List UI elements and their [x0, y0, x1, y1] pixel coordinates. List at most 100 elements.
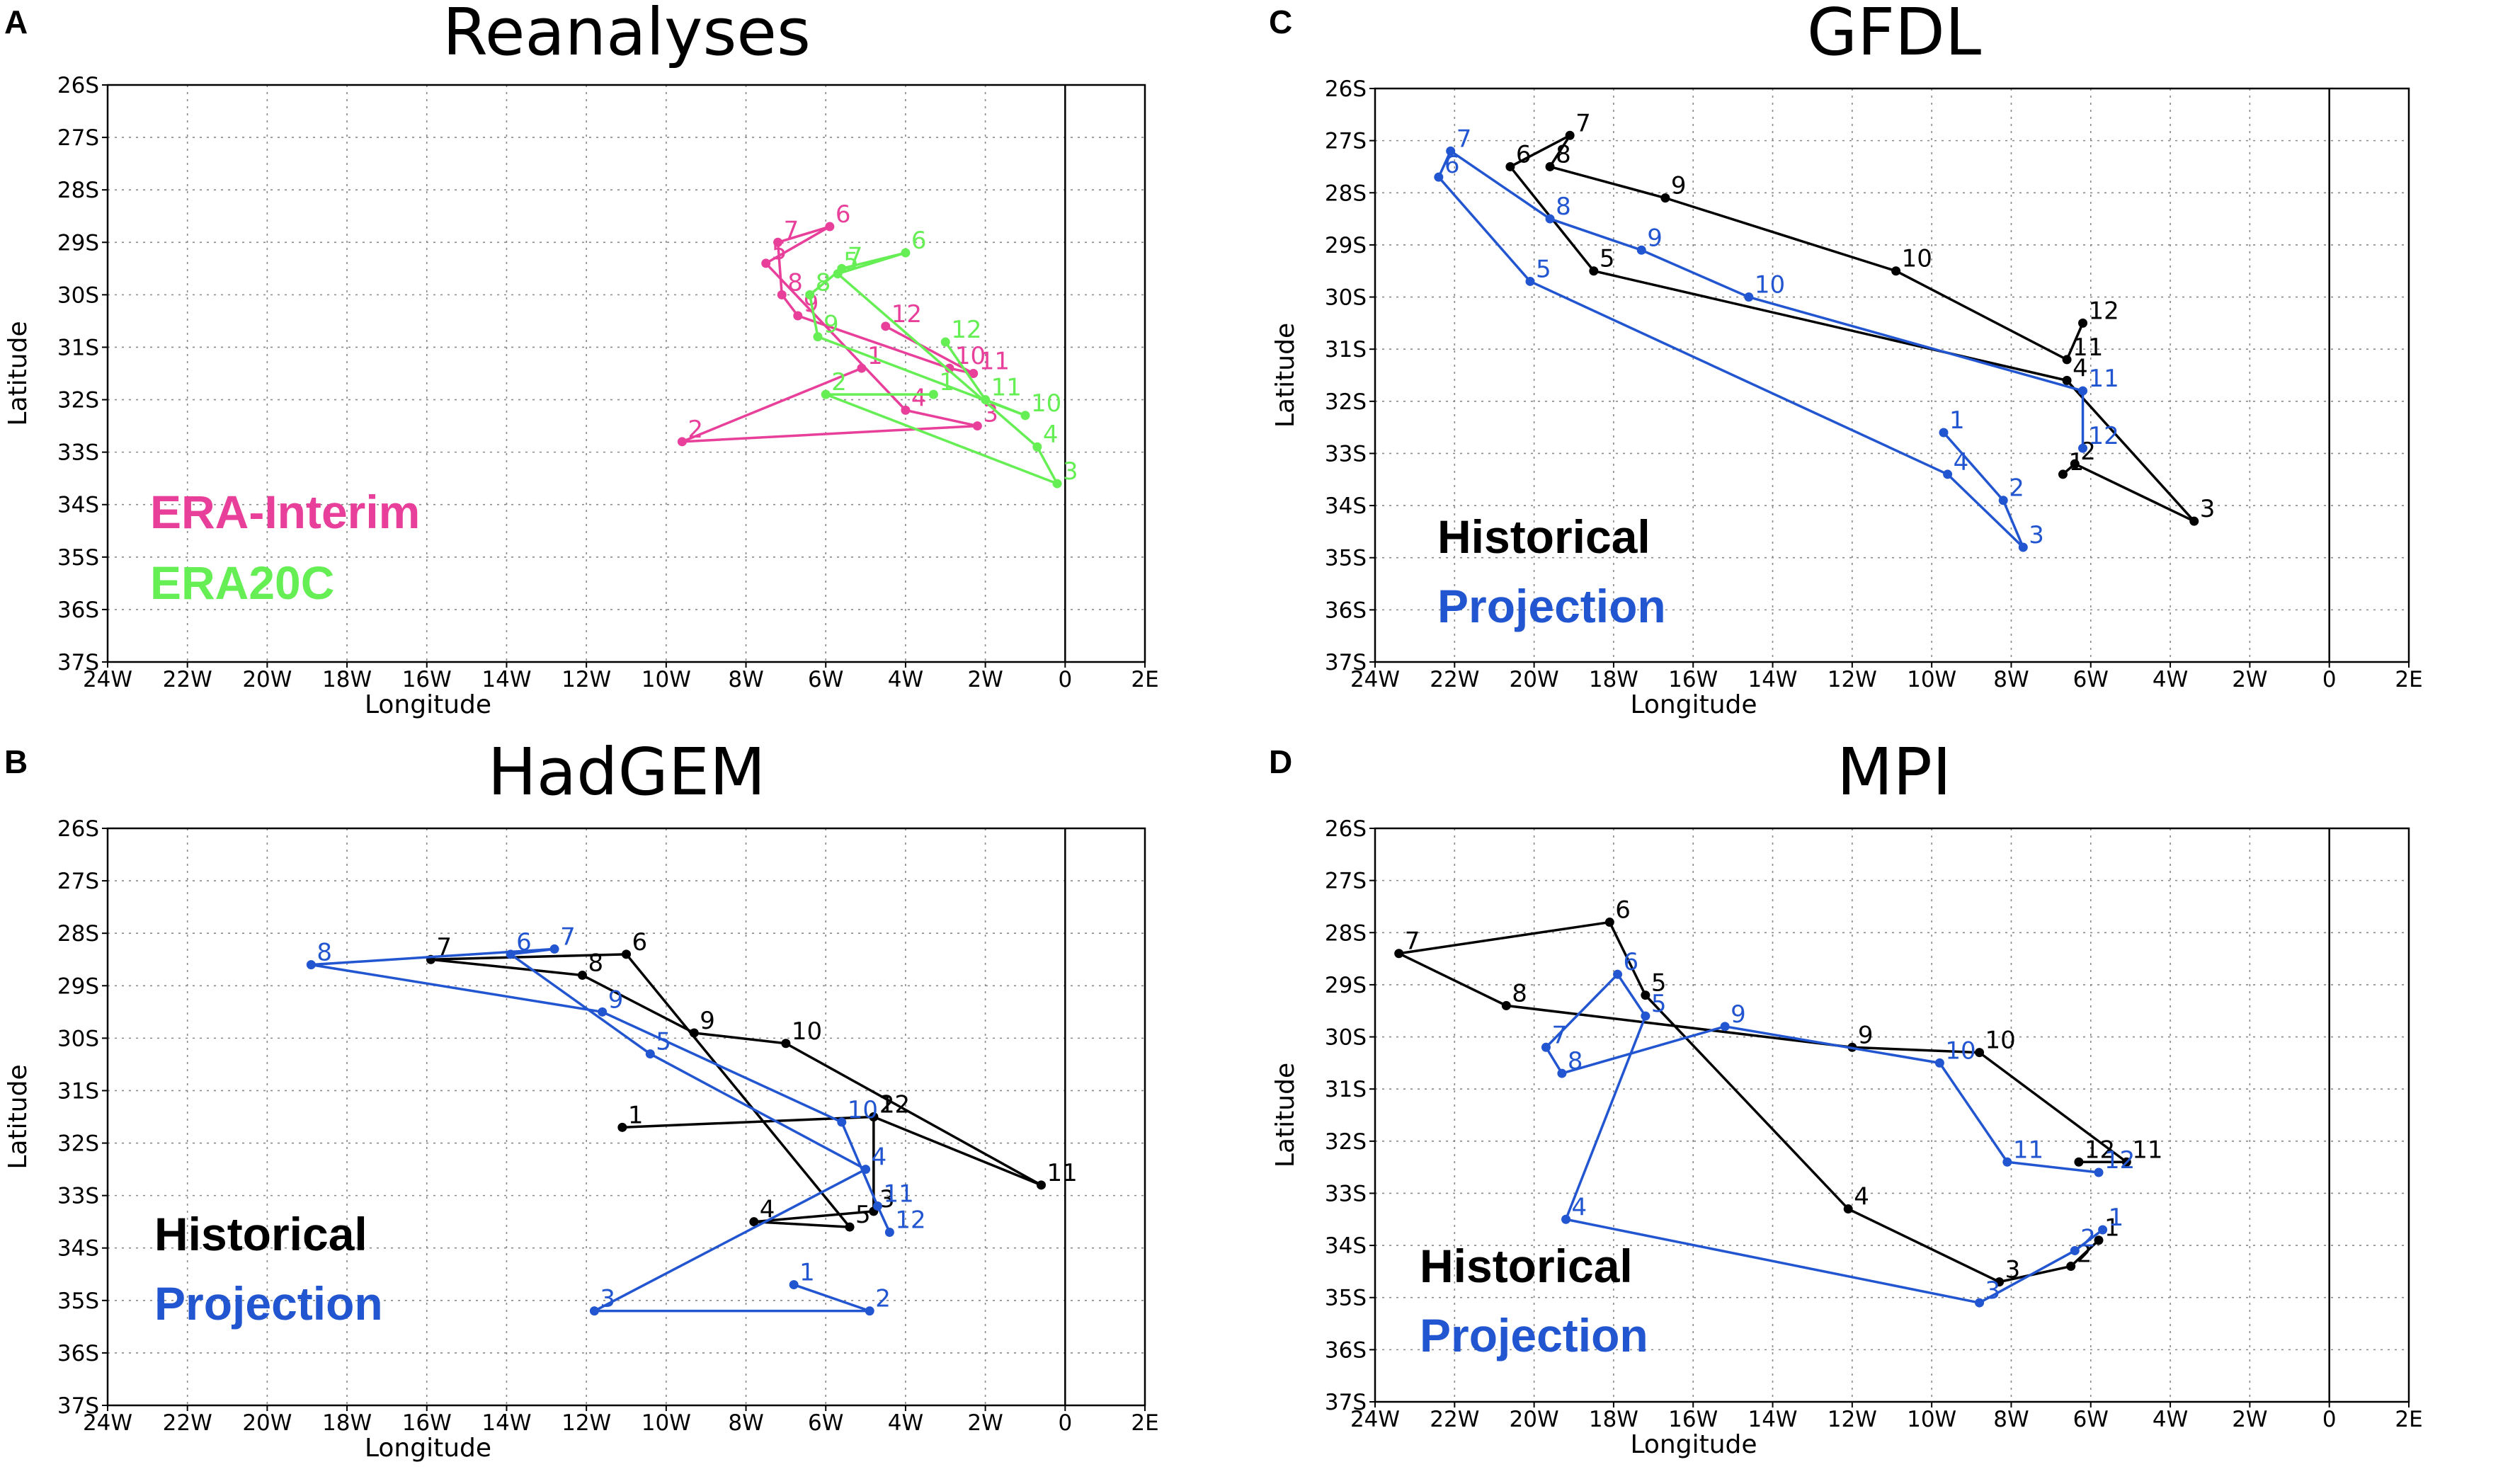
x-tick-label: 18W: [1589, 667, 1638, 692]
x-tick-label: 14W: [481, 667, 531, 692]
y-tick-label: 32S: [57, 1131, 99, 1157]
point-label: 8: [1556, 140, 1571, 169]
x-tick-label: 2E: [2395, 667, 2422, 692]
point-label: 12: [2104, 1146, 2135, 1175]
x-tick-label: 0: [1058, 667, 1072, 692]
x-tick-label: 18W: [1589, 1407, 1638, 1432]
point-label: 7: [436, 933, 452, 961]
panel-letter: D: [1269, 743, 1293, 780]
point-label: 7: [784, 216, 799, 244]
x-tick-label: 8W: [1993, 1407, 2029, 1432]
data-point: [589, 1306, 599, 1316]
y-tick-label: 33S: [57, 440, 99, 466]
data-point: [2074, 1157, 2084, 1167]
y-tick-label: 30S: [57, 1026, 99, 1051]
data-point: [1613, 969, 1623, 979]
point-label: 7: [848, 242, 863, 270]
data-point: [1943, 469, 1953, 479]
point-label: 9: [1647, 224, 1663, 252]
y-tick-label: 33S: [1325, 1181, 1367, 1206]
data-point: [793, 311, 803, 321]
x-tick-label: 24W: [83, 1410, 132, 1436]
data-point: [1939, 428, 1949, 438]
point-label: 1: [2104, 1214, 2120, 1243]
x-tick-label: 22W: [163, 667, 212, 692]
x-tick-label: 24W: [1350, 1407, 1400, 1432]
x-tick-label: 16W: [1668, 667, 1718, 692]
data-point: [789, 1280, 799, 1290]
point-label: 1: [628, 1101, 644, 1129]
x-tick-label: 12W: [561, 1410, 611, 1436]
point-label: 5: [1651, 990, 1667, 1018]
point-label: 3: [879, 1185, 895, 1214]
point-label: 3: [600, 1285, 615, 1313]
chart-title: MPI: [1837, 734, 1951, 810]
x-tick-label: 20W: [1510, 1407, 1559, 1432]
chart-title: Reanalyses: [443, 0, 811, 70]
y-tick-label: 29S: [57, 973, 99, 999]
y-tick-label: 36S: [1325, 1337, 1367, 1363]
y-tick-label: 29S: [1325, 973, 1367, 998]
data-point: [1565, 130, 1575, 140]
x-tick-label: 20W: [1510, 667, 1559, 692]
x-tick-label: 8W: [1993, 667, 2029, 692]
data-point: [1545, 161, 1555, 171]
data-point: [821, 389, 831, 399]
series-line: [1509, 134, 2196, 522]
plot-frame: [1374, 827, 2410, 1403]
x-tick-label: 0: [1058, 1410, 1072, 1436]
data-point: [845, 1222, 855, 1232]
y-tick-label: 31S: [1325, 337, 1367, 362]
data-point: [865, 1306, 874, 1316]
data-point: [872, 1201, 882, 1211]
point-label: 1: [799, 1259, 815, 1287]
y-tick-label: 33S: [57, 1184, 99, 1209]
point-label: 10: [1902, 245, 1932, 273]
point-label: 12: [2085, 1136, 2115, 1164]
point-label: 4: [1954, 448, 1969, 476]
y-tick-label: 37S: [1325, 650, 1367, 675]
series-line: [309, 947, 891, 1313]
legend-item-2: Projection: [1420, 1309, 1648, 1361]
x-tick-label: 2E: [1131, 1410, 1158, 1436]
x-tick-label: 14W: [1748, 1407, 1797, 1432]
y-axis-label: Latitude: [4, 1064, 33, 1169]
data-point: [1843, 1204, 1853, 1214]
y-tick-label: 34S: [1325, 1233, 1367, 1259]
x-tick-label: 2W: [967, 1410, 1003, 1436]
point-label: 10: [955, 342, 986, 370]
x-tick-label: 0: [2322, 1407, 2337, 1432]
x-tick-label: 2W: [2232, 1407, 2267, 1432]
y-tick-label: 35S: [1325, 1286, 1367, 1311]
data-point: [825, 222, 835, 232]
series-line: [808, 251, 1059, 485]
data-point: [598, 1007, 608, 1017]
data-point: [777, 290, 787, 299]
point-label: 6: [1444, 151, 1460, 179]
y-tick-label: 30S: [57, 282, 99, 308]
point-label: 9: [823, 311, 839, 339]
data-point: [645, 1049, 655, 1059]
x-tick-label: 18W: [322, 667, 372, 692]
x-tick-label: 10W: [1907, 1407, 1956, 1432]
series-line: [1437, 149, 2085, 549]
chart-a: 24W 22W 20W 18W 16W 14W 12W 10W 8W 6W 4W 2W 0 2E26S27…: [4, 73, 1159, 719]
data-point: [972, 421, 982, 431]
point-label: 12: [2089, 422, 2119, 450]
data-point: [940, 337, 950, 347]
data-point: [622, 949, 631, 959]
data-point: [689, 1028, 699, 1038]
point-label: 12: [951, 316, 981, 344]
plot-frame: [106, 827, 1146, 1407]
point-label: 7: [560, 923, 576, 951]
data-point: [1604, 918, 1614, 927]
point-label: 6: [1615, 896, 1631, 925]
point-label: 9: [1858, 1021, 1874, 1049]
data-point: [2094, 1235, 2104, 1245]
point-label: 11: [883, 1180, 913, 1208]
point-label: 3: [2029, 521, 2044, 549]
